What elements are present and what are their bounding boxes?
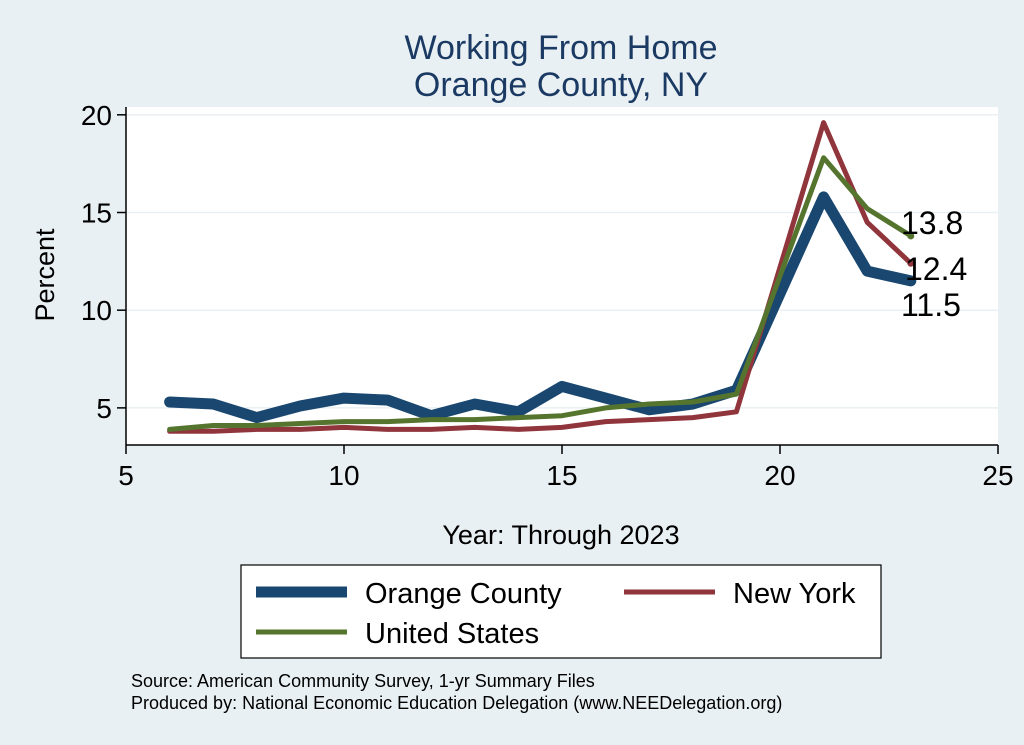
y-tick-label: 5 bbox=[96, 393, 112, 424]
y-tick-label: 20 bbox=[81, 100, 112, 131]
end-point-orange-county bbox=[907, 277, 915, 285]
source-note: Source: American Community Survey, 1-yr … bbox=[131, 671, 595, 691]
y-ticks: 5 10 15 20 bbox=[81, 100, 126, 424]
chart-title-line-1: Working From Home bbox=[405, 29, 718, 67]
x-ticks: 5 10 15 20 25 bbox=[118, 445, 1014, 491]
y-tick-label: 10 bbox=[81, 295, 112, 326]
producer-note: Produced by: National Economic Education… bbox=[131, 693, 782, 713]
end-point-united-states bbox=[907, 232, 915, 240]
x-tick-label: 15 bbox=[546, 460, 577, 491]
chart-title-line-2: Orange County, NY bbox=[414, 66, 708, 104]
legend-label-united-states: United States bbox=[365, 618, 539, 650]
gridlines bbox=[126, 114, 998, 409]
legend: Orange County New York United States bbox=[240, 564, 882, 659]
x-tick-label: 5 bbox=[118, 460, 134, 491]
series-lines bbox=[164, 120, 917, 434]
legend-label-new-york: New York bbox=[733, 578, 856, 610]
x-tick-label: 20 bbox=[764, 460, 795, 491]
series-line-orange-county bbox=[164, 191, 917, 424]
end-point-new-york bbox=[907, 259, 915, 267]
end-label-orange-county: 11.5 bbox=[901, 287, 961, 323]
y-axis-title: Percent bbox=[30, 228, 60, 322]
x-tick-label: 25 bbox=[982, 460, 1013, 491]
legend-label-orange-county: Orange County bbox=[365, 578, 562, 610]
y-tick-label: 15 bbox=[81, 198, 112, 229]
end-label-new-york: 12.4 bbox=[905, 251, 967, 287]
end-label-united-states: 13.8 bbox=[901, 205, 963, 241]
series-line-united-states bbox=[167, 155, 914, 432]
legend-box bbox=[240, 564, 882, 659]
x-tick-label: 10 bbox=[328, 460, 359, 491]
x-axis-title: Year: Through 2023 bbox=[442, 520, 679, 550]
